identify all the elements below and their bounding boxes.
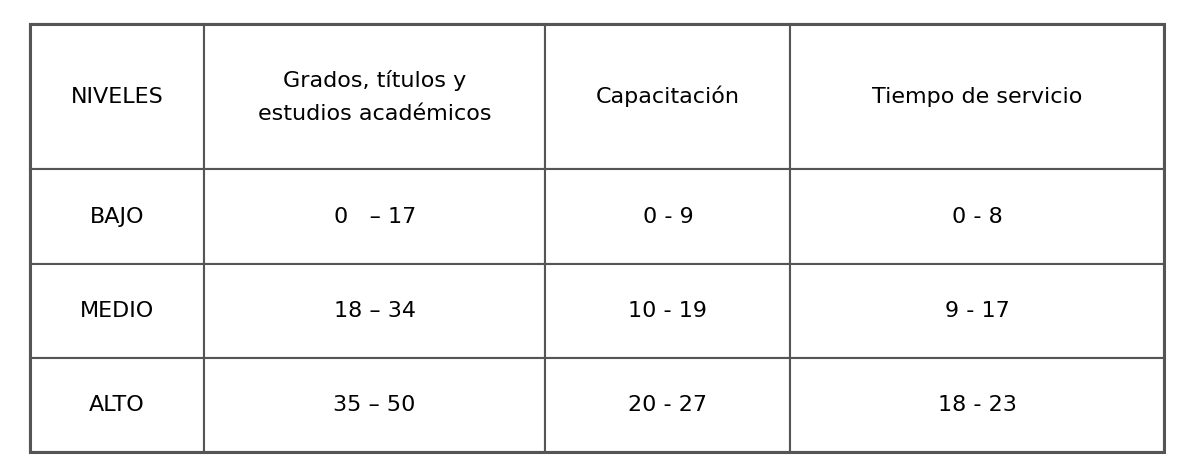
Bar [790,358,1164,452]
Text: 35 – 50: 35 – 50 [333,395,416,415]
Text: Capacitación: Capacitación [596,86,740,108]
Bar [30,24,204,169]
Bar [546,24,790,169]
Text: ALTO: ALTO [90,395,144,415]
Text: 18 – 34: 18 – 34 [333,301,416,321]
Text: 0 - 9: 0 - 9 [642,207,694,227]
Text: 9 - 17: 9 - 17 [944,301,1010,321]
Text: 18 - 23: 18 - 23 [937,395,1016,415]
Bar [204,24,546,169]
Text: 10 - 19: 10 - 19 [628,301,707,321]
Text: Grados, títulos y
estudios académicos: Grados, títulos y estudios académicos [258,69,492,124]
Bar [30,358,204,452]
Bar [790,264,1164,358]
Bar [546,169,790,264]
Bar [204,264,546,358]
Bar [204,169,546,264]
Bar [30,24,1164,452]
Bar [204,358,546,452]
Text: 0 - 8: 0 - 8 [952,207,1003,227]
Text: MEDIO: MEDIO [80,301,154,321]
Text: 20 - 27: 20 - 27 [628,395,707,415]
Bar [546,264,790,358]
Text: Tiempo de servicio: Tiempo de servicio [872,87,1083,107]
Text: 0   – 17: 0 – 17 [333,207,416,227]
Bar [30,169,204,264]
Text: NIVELES: NIVELES [70,87,164,107]
Bar [546,358,790,452]
Bar [790,169,1164,264]
Bar [790,24,1164,169]
Bar [30,264,204,358]
Text: BAJO: BAJO [90,207,144,227]
